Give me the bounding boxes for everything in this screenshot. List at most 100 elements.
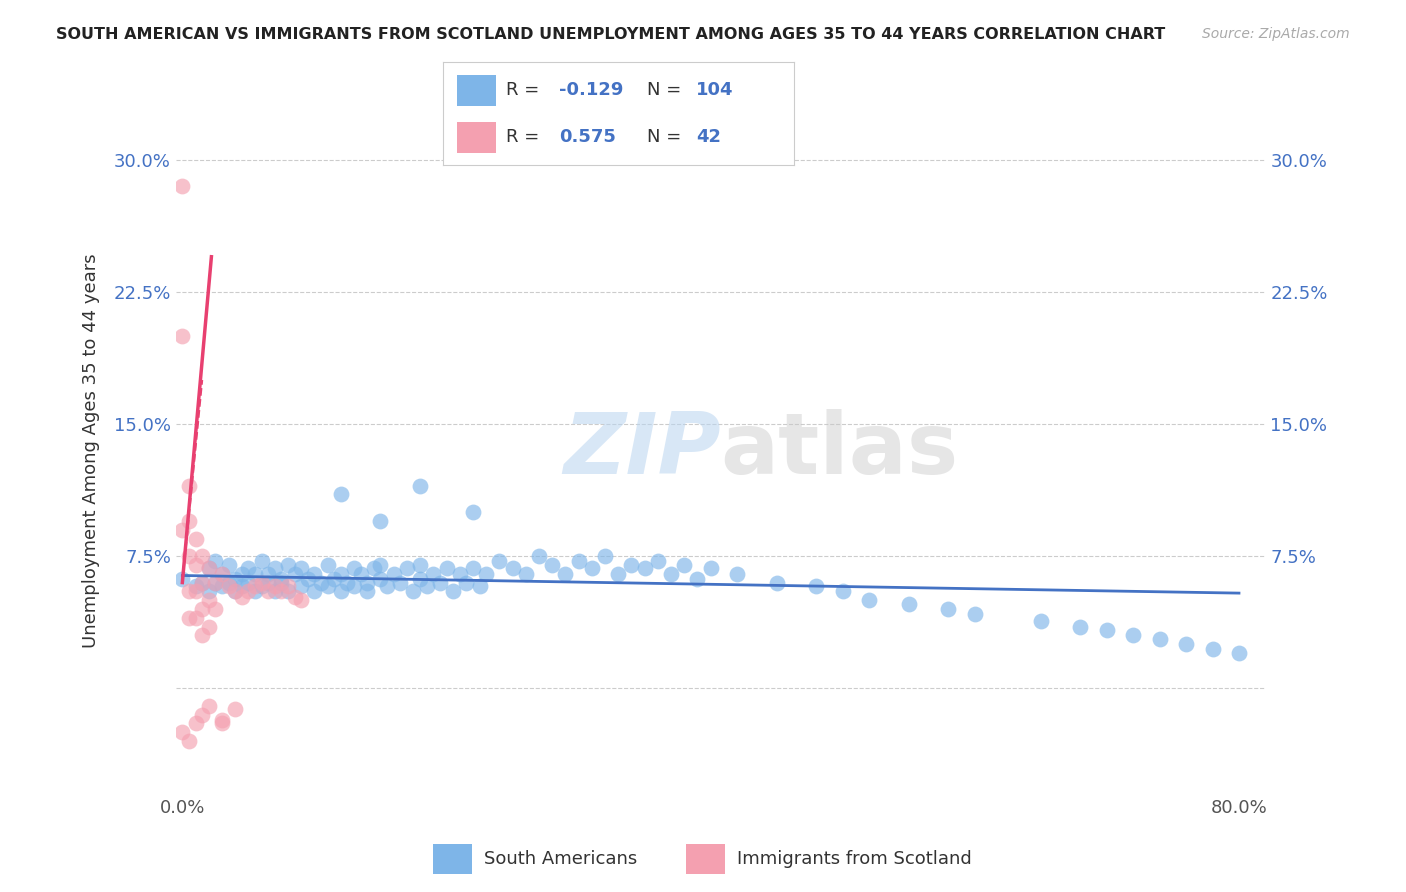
Text: 0.575: 0.575: [560, 128, 616, 146]
Text: South Americans: South Americans: [484, 849, 637, 868]
Text: atlas: atlas: [721, 409, 959, 492]
Point: [218, 579, 240, 593]
Point: [197, 584, 219, 599]
Point: [475, 566, 498, 581]
Point: [686, 572, 709, 586]
Point: [172, 572, 194, 586]
Point: [329, 584, 352, 599]
Text: 42: 42: [696, 128, 721, 146]
Point: [647, 554, 669, 568]
Point: [363, 561, 385, 575]
Point: [184, 579, 207, 593]
Point: [581, 561, 603, 575]
Point: [488, 554, 510, 568]
Point: [263, 579, 285, 593]
Point: [389, 575, 412, 590]
Point: [329, 487, 352, 501]
Text: N =: N =: [647, 81, 681, 99]
Point: [172, 179, 194, 194]
Point: [263, 584, 285, 599]
Point: [270, 584, 292, 599]
Point: [191, 575, 214, 590]
FancyBboxPatch shape: [433, 844, 472, 874]
Point: [468, 579, 491, 593]
Point: [1227, 646, 1250, 660]
Point: [211, 566, 233, 581]
Point: [897, 597, 920, 611]
Point: [593, 549, 616, 563]
Point: [177, 734, 200, 748]
Point: [1201, 642, 1223, 657]
Point: [461, 561, 484, 575]
Point: [1029, 615, 1052, 629]
Point: [963, 607, 986, 622]
Point: [191, 707, 214, 722]
Point: [304, 566, 326, 581]
Point: [441, 584, 464, 599]
Point: [204, 575, 226, 590]
Point: [204, 554, 226, 568]
Point: [243, 584, 266, 599]
Point: [224, 584, 246, 599]
Point: [250, 575, 273, 590]
Point: [238, 561, 260, 575]
Point: [436, 561, 458, 575]
Point: [515, 566, 537, 581]
Point: [270, 575, 292, 590]
Point: [429, 575, 451, 590]
Point: [277, 584, 299, 599]
Point: [765, 575, 787, 590]
FancyBboxPatch shape: [686, 844, 725, 874]
Point: [263, 561, 285, 575]
Point: [659, 566, 682, 581]
Point: [172, 725, 194, 739]
Point: [316, 558, 339, 572]
Point: [204, 602, 226, 616]
Point: [290, 593, 312, 607]
Point: [316, 579, 339, 593]
Point: [1175, 637, 1198, 651]
Text: 104: 104: [696, 81, 734, 99]
Point: [243, 566, 266, 581]
Text: Source: ZipAtlas.com: Source: ZipAtlas.com: [1202, 27, 1350, 41]
Point: [309, 575, 332, 590]
Point: [284, 566, 307, 581]
Point: [250, 554, 273, 568]
Text: -0.129: -0.129: [560, 81, 623, 99]
Point: [204, 575, 226, 590]
Point: [211, 566, 233, 581]
Point: [172, 329, 194, 343]
Point: [257, 566, 280, 581]
Point: [184, 584, 207, 599]
Point: [177, 611, 200, 625]
Point: [620, 558, 643, 572]
Point: [297, 572, 319, 586]
Point: [607, 566, 630, 581]
Text: SOUTH AMERICAN VS IMMIGRANTS FROM SCOTLAND UNEMPLOYMENT AMONG AGES 35 TO 44 YEAR: SOUTH AMERICAN VS IMMIGRANTS FROM SCOTLA…: [56, 27, 1166, 42]
Point: [191, 549, 214, 563]
Point: [191, 575, 214, 590]
Point: [250, 579, 273, 593]
Point: [218, 558, 240, 572]
Point: [725, 566, 748, 581]
Point: [938, 602, 960, 616]
Point: [211, 579, 233, 593]
Point: [191, 628, 214, 642]
Point: [633, 561, 655, 575]
Point: [1069, 619, 1091, 633]
Point: [502, 561, 524, 575]
Point: [806, 579, 828, 593]
Point: [238, 584, 260, 599]
Point: [197, 561, 219, 575]
Point: [356, 584, 378, 599]
Point: [343, 561, 366, 575]
Point: [370, 514, 392, 528]
Point: [554, 566, 576, 581]
Point: [409, 572, 432, 586]
Point: [243, 579, 266, 593]
Point: [197, 561, 219, 575]
Point: [197, 698, 219, 713]
Point: [290, 561, 312, 575]
Point: [673, 558, 696, 572]
Point: [211, 716, 233, 731]
